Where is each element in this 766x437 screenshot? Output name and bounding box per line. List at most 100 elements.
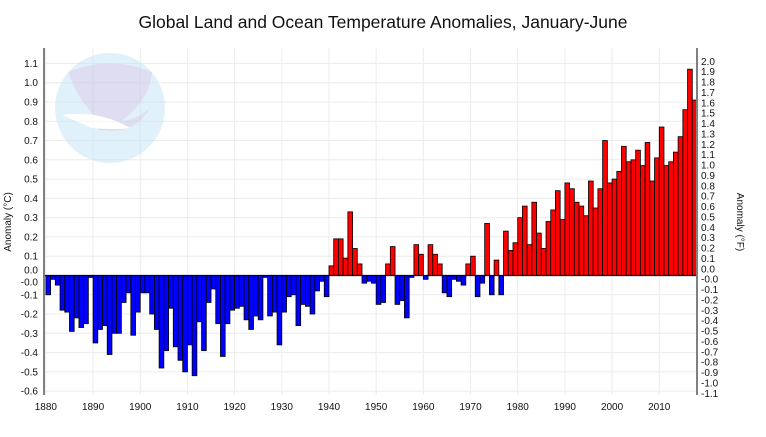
y-tick-label: 0.8: [24, 117, 38, 128]
y-tick-label-right: 0.1: [701, 254, 715, 265]
y-tick-label-right: -0.6: [701, 337, 719, 348]
bar-1991: [569, 188, 575, 276]
y-tick-label: 1.1: [24, 59, 38, 70]
y-tick-label-right: -0.8: [701, 358, 719, 369]
bar-1892: [102, 275, 108, 327]
y-tick-label: 0.6: [24, 155, 38, 166]
x-tick-label: 1930: [271, 402, 294, 413]
bar-1886: [73, 275, 80, 319]
y-tick-label: -0.3: [21, 329, 39, 340]
bar-1910: [187, 275, 193, 346]
x-tick-label: 1910: [176, 402, 199, 413]
bar-1976: [498, 275, 504, 296]
bar-1930: [281, 275, 287, 313]
bar-1990: [564, 182, 571, 276]
bar-1934: [300, 275, 306, 305]
bar-1975: [493, 259, 500, 276]
bar-1956: [404, 275, 410, 319]
bar-1947: [361, 275, 368, 284]
bar-1997: [597, 188, 604, 276]
bar-1945: [352, 248, 358, 276]
bar-1897: [125, 275, 132, 294]
bar-1905: [163, 275, 169, 352]
bar-2000: [611, 178, 618, 276]
bar-1944: [347, 211, 353, 276]
x-tick-labels: 1880 1890 1900 1910 1920 1930 1940 1950 1960 1970…: [35, 402, 671, 413]
bar-1958: [413, 244, 420, 276]
bar-1949: [371, 275, 377, 284]
bar-2006: [639, 165, 646, 276]
y-tick-label-right: 1.0: [701, 161, 715, 172]
x-tick-label: 1990: [554, 402, 577, 413]
bar-1931: [286, 275, 292, 298]
bar-1946: [356, 263, 363, 276]
bar-1882: [54, 275, 61, 286]
y-tick-label: 0.9: [24, 97, 38, 108]
bar-1900: [139, 275, 146, 294]
bar-1887: [78, 275, 85, 328]
bar-2016: [687, 68, 693, 276]
bar-1901: [144, 275, 151, 294]
y-tick-label-right: 0.3: [701, 233, 715, 244]
bar-1964: [441, 275, 448, 294]
y-tick-labels-right: -1.1-1.0-0.9-0.8-0.7-0.6-0.5-0.4-0.3-0.2…: [701, 57, 719, 400]
y-tick-label: -0.2: [21, 310, 39, 321]
x-tick-label: 1940: [318, 402, 341, 413]
y-tick-label-right: -0.0: [701, 275, 719, 286]
y-tick-label-right: -0.2: [701, 295, 719, 306]
bar-1940: [328, 265, 335, 276]
bar-1967: [455, 275, 462, 282]
y-tick-label: 0.5: [24, 175, 38, 186]
bar-1959: [418, 253, 424, 276]
x-tick-label: 1970: [459, 402, 482, 413]
x-tick-label: 1960: [412, 402, 435, 413]
y-tick-label-right: 1.5: [701, 109, 715, 120]
bar-1984: [536, 232, 542, 276]
y-tick-label-right: 0.5: [701, 212, 715, 223]
bar-2015: [682, 109, 688, 276]
y-tick-label-right: 0.0: [701, 264, 715, 275]
bar-1928: [271, 275, 278, 313]
bar-1969: [465, 263, 471, 276]
bar-1965: [446, 275, 453, 298]
x-tick-label: 2000: [601, 402, 624, 413]
bar-1961: [427, 244, 434, 276]
y-tick-label-right: 0.4: [701, 223, 715, 234]
bar-1993: [578, 205, 585, 276]
bar-1980: [517, 217, 523, 276]
bar-1921: [238, 275, 245, 307]
y-axis-label-left: Anomaly (°C): [3, 192, 14, 252]
bar-1933: [295, 275, 302, 327]
bar-2004: [630, 159, 637, 276]
bar-2014: [677, 136, 684, 276]
y-tick-label: -0.6: [21, 387, 39, 398]
bars: [45, 68, 698, 377]
y-tick-label-right: -0.7: [701, 347, 719, 358]
bar-2012: [668, 161, 674, 276]
bar-1963: [437, 263, 443, 276]
y-tick-label-right: -0.3: [701, 306, 719, 317]
bar-1972: [479, 275, 486, 284]
x-tick-label: 1890: [82, 402, 105, 413]
bar-1908: [177, 275, 184, 361]
bar-1902: [149, 275, 155, 315]
y-tick-label-right: 0.6: [701, 202, 715, 213]
x-tick-label: 1900: [129, 402, 152, 413]
bar-1955: [399, 275, 405, 301]
bar-1988: [555, 190, 561, 276]
y-axis-label-right: Anomaly (°F): [734, 193, 745, 251]
y-tick-label-right: 0.9: [701, 171, 715, 182]
bar-1903: [154, 275, 160, 330]
y-tick-label-right: 1.4: [701, 119, 715, 130]
bar-1994: [583, 215, 589, 276]
bar-1943: [342, 257, 349, 276]
bar-1893: [106, 275, 113, 355]
y-tick-label-right: 1.2: [701, 140, 715, 151]
bar-1978: [507, 250, 514, 276]
bar-1948: [366, 275, 372, 282]
bar-1952: [385, 263, 391, 276]
bar-2011: [663, 165, 670, 276]
bar-1912: [196, 275, 202, 323]
bar-1883: [59, 275, 66, 311]
bar-1951: [380, 275, 386, 303]
